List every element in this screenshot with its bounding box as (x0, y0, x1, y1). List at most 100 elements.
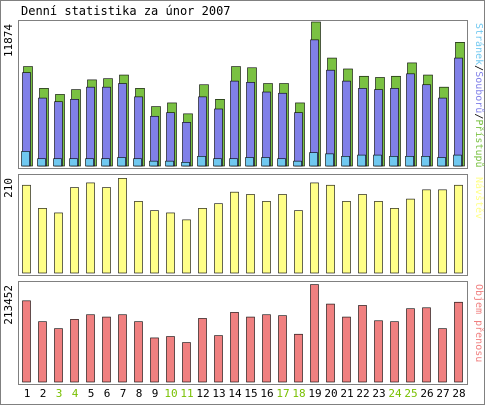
bar-middle (214, 203, 223, 274)
ymax-label-bottom: 213452 (2, 285, 15, 325)
bar-bottom (150, 337, 159, 383)
bar-middle (310, 182, 319, 274)
x-tick-label: 12 (196, 387, 209, 400)
bar-middle (54, 212, 63, 274)
bar-pages (133, 158, 142, 167)
bar-middle (182, 219, 191, 274)
bar-files (294, 112, 303, 167)
bar-pages (85, 158, 94, 167)
bar-files (406, 73, 415, 167)
bar-bottom (438, 328, 447, 383)
bar-middle (342, 201, 351, 274)
bar-pages (261, 157, 270, 167)
ymax-label-top: 11874 (2, 24, 15, 57)
bar-middle (22, 184, 31, 274)
bar-pages (21, 151, 30, 167)
bar-pages (293, 160, 302, 167)
bar-bottom (134, 321, 143, 383)
x-tick-label: 24 (388, 387, 402, 400)
bar-files (134, 96, 143, 167)
bar-bottom (102, 316, 111, 383)
x-tick-label: 15 (244, 387, 257, 400)
x-tick-label: 1 (24, 387, 31, 400)
legend-entry: Stránek (473, 23, 485, 65)
x-tick-label: 4 (72, 387, 79, 400)
x-tick-label: 9 (152, 387, 159, 400)
x-tick-label: 26 (420, 387, 433, 400)
bar-middle (358, 194, 367, 274)
bar-files (262, 91, 271, 167)
bar-pages (229, 158, 238, 167)
bar-bottom (278, 315, 287, 383)
bar-files (86, 86, 95, 167)
bar-files (246, 82, 255, 167)
bar-files (102, 86, 111, 167)
panel-frame-top (18, 20, 468, 169)
x-tick-label: 21 (340, 387, 353, 400)
bar-files (70, 98, 79, 167)
bar-files (390, 88, 399, 167)
x-tick-label: 18 (292, 387, 305, 400)
bar-files (342, 80, 351, 167)
bar-middle (166, 212, 175, 274)
bar-bottom (406, 308, 415, 383)
bar-bottom (262, 314, 271, 383)
bar-bottom (342, 316, 351, 383)
bar-pages (149, 160, 158, 167)
bar-files (310, 39, 319, 167)
legend-entry: Návštěv (473, 177, 485, 219)
bar-middle (70, 187, 79, 274)
bar-middle (134, 201, 143, 274)
bar-bottom (374, 320, 383, 383)
bar-pages (197, 155, 206, 167)
bar-files (54, 101, 63, 167)
bar-pages (325, 153, 334, 167)
legend-entry: Přístupů (473, 119, 485, 167)
x-tick-label: 11 (180, 387, 193, 400)
bar-files (118, 83, 127, 167)
bar-middle (406, 198, 415, 274)
bar-files (278, 92, 287, 167)
bar-pages (341, 155, 350, 167)
bar-files (358, 88, 367, 167)
bar-bottom (118, 314, 127, 383)
ymax-label-middle: 210 (2, 178, 15, 198)
bar-pages (165, 160, 174, 167)
x-tick-label: 8 (136, 387, 143, 400)
bar-files (166, 112, 175, 167)
x-tick-label: 2 (40, 387, 47, 400)
bar-bottom (38, 321, 47, 383)
bar-middle (86, 182, 95, 274)
bar-pages (69, 158, 78, 167)
bar-middle (38, 208, 47, 274)
panel-frame-middle (18, 174, 468, 276)
legend-entry: Objem přenosu (473, 284, 485, 362)
x-tick-label: 17 (276, 387, 289, 400)
x-tick-label: 3 (56, 387, 63, 400)
bar-middle (262, 201, 271, 274)
bar-pages (181, 162, 190, 167)
bar-bottom (422, 307, 431, 383)
legend-middle: Návštěv (473, 177, 485, 219)
bar-middle (102, 187, 111, 274)
bar-bottom (86, 314, 95, 383)
x-tick-label: 5 (88, 387, 95, 400)
x-tick-label: 13 (212, 387, 225, 400)
bar-pages (245, 157, 254, 167)
bar-pages (53, 158, 62, 167)
legend-separator: / (473, 65, 484, 71)
bar-middle (246, 194, 255, 274)
bar-bottom (390, 321, 399, 383)
bar-bottom (294, 333, 303, 383)
bar-pages (37, 158, 46, 167)
bar-pages (389, 155, 398, 167)
bar-files (374, 89, 383, 167)
x-tick-label: 27 (436, 387, 449, 400)
bar-files (150, 115, 159, 167)
bar-middle (118, 178, 127, 274)
bar-middle (150, 210, 159, 274)
bar-middle (438, 189, 447, 274)
bar-pages (453, 154, 462, 167)
x-tick-label: 20 (324, 387, 337, 400)
